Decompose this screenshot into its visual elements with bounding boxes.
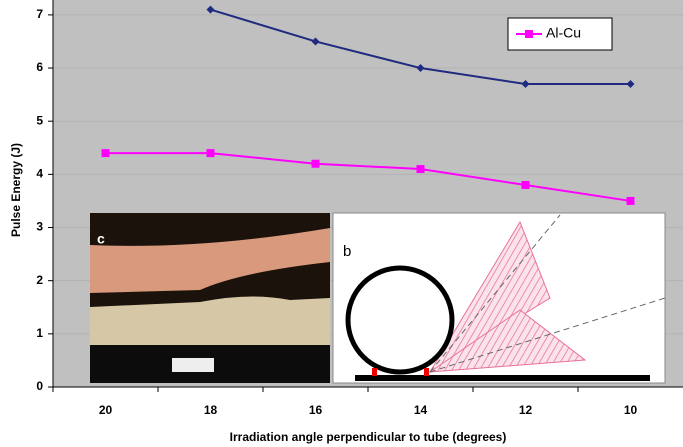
y-tick-label: 1	[36, 326, 43, 340]
y-tick-label: 0	[36, 379, 43, 393]
point	[627, 197, 635, 205]
y-tick-label: 3	[36, 220, 43, 234]
page: {"chart_data": {"type": "line", "y_label…	[0, 0, 683, 447]
y-tick-label: 2	[36, 273, 43, 287]
legend-swatch	[525, 30, 533, 38]
point	[102, 149, 110, 157]
x-tick-label: 14	[414, 403, 428, 417]
x-tick-label: 12	[519, 403, 533, 417]
x-tick-label: 18	[204, 403, 218, 417]
y-tick-label: 6	[36, 60, 43, 74]
chart: Pulse Energy (J) Irradiation angle perpe…	[0, 0, 683, 447]
point	[312, 160, 320, 168]
y-tick-label: 5	[36, 113, 43, 127]
x-tick-label: 16	[309, 403, 323, 417]
x-axis-label: Irradiation angle perpendicular to tube …	[230, 430, 507, 444]
y-tick-label: 4	[36, 167, 43, 181]
plot-area	[53, 0, 683, 387]
point	[417, 165, 425, 173]
x-tick-label: 10	[624, 403, 638, 417]
legend-label: Al-Cu	[546, 25, 581, 41]
point	[207, 149, 215, 157]
y-tick-label: 7	[36, 7, 43, 21]
x-tick-label: 20	[99, 403, 113, 417]
point	[522, 181, 530, 189]
y-axis-label: Pulse Energy (J)	[9, 143, 23, 237]
